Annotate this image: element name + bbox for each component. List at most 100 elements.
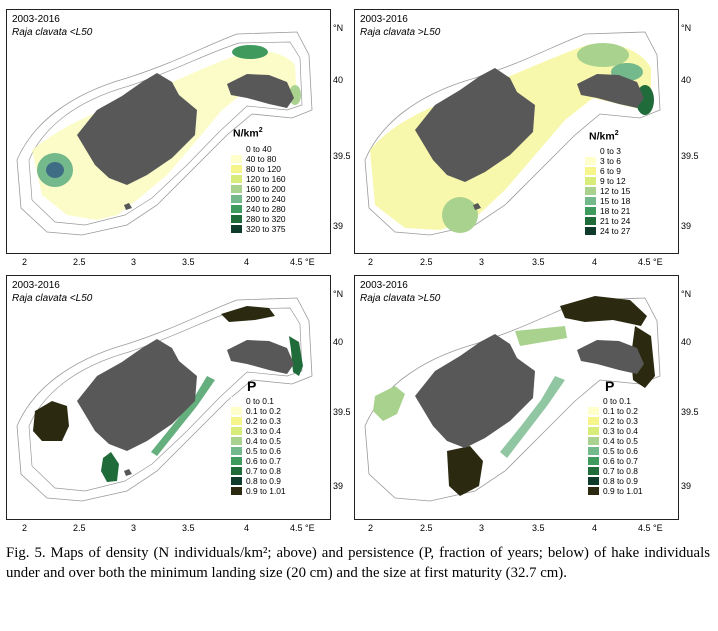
depth-contour-mid bbox=[28, 41, 303, 226]
x-tick-label: 4.5 °E bbox=[638, 257, 663, 267]
species-label: Raja clavata <L50 bbox=[12, 27, 93, 38]
legend: 0 to 0.1 0.1 to 0.2 0.2 to 0.3 0.3 to 0.… bbox=[588, 396, 643, 496]
legend-item: 0.6 to 0.7 bbox=[588, 456, 643, 466]
legend-item: 0.2 to 0.3 bbox=[588, 416, 643, 426]
legend-swatch bbox=[231, 145, 242, 153]
legend-swatch bbox=[231, 215, 242, 223]
legend-swatch bbox=[588, 467, 599, 475]
land-cabrera bbox=[473, 203, 481, 210]
legend-item: 0 to 3 bbox=[585, 146, 630, 156]
map-graphic bbox=[16, 297, 313, 502]
legend-swatch bbox=[588, 447, 599, 455]
legend-item: 15 to 18 bbox=[585, 196, 630, 206]
x-tick-label: 3.5 bbox=[182, 523, 195, 533]
legend-item: 18 to 21 bbox=[585, 206, 630, 216]
land-mallorca bbox=[77, 73, 197, 185]
legend-item: 0.4 to 0.5 bbox=[588, 436, 643, 446]
land-mallorca bbox=[77, 339, 197, 451]
legend-swatch bbox=[231, 225, 242, 233]
legend-swatch bbox=[231, 437, 242, 445]
land-mallorca bbox=[415, 68, 535, 182]
legend-swatch bbox=[588, 477, 599, 485]
x-tick-label: 2.5 bbox=[420, 257, 433, 267]
legend-swatch bbox=[231, 427, 242, 435]
species-label: Raja clavata <L50 bbox=[12, 293, 93, 304]
legend-swatch bbox=[231, 155, 242, 163]
legend-swatch bbox=[231, 467, 242, 475]
legend-swatch bbox=[231, 407, 242, 415]
legend-swatch bbox=[231, 185, 242, 193]
density-patch-southwest bbox=[442, 197, 478, 233]
legend-swatch bbox=[585, 227, 596, 235]
land-menorca bbox=[227, 74, 294, 108]
x-tick-label: 2 bbox=[22, 523, 28, 533]
legend: 0 to 3 3 to 6 6 to 9 9 to 12 12 to 15 15… bbox=[585, 146, 630, 236]
y-tick-label: °N bbox=[333, 23, 344, 33]
legend-item: 3 to 6 bbox=[585, 156, 630, 166]
y-tick-label: °N bbox=[681, 23, 692, 33]
legend-item: 120 to 160 bbox=[231, 174, 286, 184]
persistence-patch-south bbox=[101, 452, 119, 482]
persistence-patch-west bbox=[373, 386, 405, 421]
x-tick-label: 4.5 °E bbox=[290, 257, 315, 267]
land-mallorca bbox=[415, 334, 535, 448]
x-tick-label: 3.5 bbox=[532, 257, 545, 267]
legend-swatch bbox=[585, 167, 596, 175]
legend: 0 to 0.1 0.1 to 0.2 0.2 to 0.3 0.3 to 0.… bbox=[231, 396, 286, 496]
depth-contour-outer bbox=[16, 297, 313, 502]
y-tick-label: 39 bbox=[681, 481, 692, 491]
legend-swatch bbox=[231, 205, 242, 213]
period-label: 2003-2016 bbox=[360, 280, 408, 291]
legend-swatch bbox=[585, 197, 596, 205]
legend-item: 0.1 to 0.2 bbox=[231, 406, 286, 416]
legend-swatch bbox=[585, 207, 596, 215]
x-tick-label: 2 bbox=[368, 523, 374, 533]
y-tick-label: 39 bbox=[681, 221, 692, 231]
legend-item: 320 to 375 bbox=[231, 224, 286, 234]
persistence-patch-north bbox=[221, 306, 275, 322]
x-tick-label: 4 bbox=[244, 523, 250, 533]
y-tick-label: 40 bbox=[681, 75, 692, 85]
period-label: 2003-2016 bbox=[12, 14, 60, 25]
y-tick-label: 39.5 bbox=[333, 151, 351, 161]
map-graphic bbox=[16, 31, 313, 236]
land-cabrera bbox=[124, 469, 132, 476]
map-panel-persistence-large: 2003-2016 Raja clavata >L50 P 0 to 0.1 0… bbox=[354, 275, 709, 537]
legend-swatch bbox=[588, 397, 599, 405]
y-tick-label: 39.5 bbox=[681, 151, 699, 161]
legend-item: 0.8 to 0.9 bbox=[231, 476, 286, 486]
map-graphic bbox=[364, 31, 661, 236]
legend-swatch bbox=[585, 157, 596, 165]
figure-caption: Fig. 5. Maps of density (N individuals/k… bbox=[6, 545, 710, 581]
legend-item: 280 to 320 bbox=[231, 214, 286, 224]
legend-item: 0.5 to 0.6 bbox=[231, 446, 286, 456]
legend-swatch bbox=[588, 487, 599, 495]
legend-item: 0.3 to 0.4 bbox=[588, 426, 643, 436]
x-tick-label: 3 bbox=[479, 257, 485, 267]
legend-swatch bbox=[585, 147, 596, 155]
legend: 0 to 40 40 to 80 80 to 120 120 to 160 16… bbox=[231, 144, 286, 234]
x-tick-label: 3.5 bbox=[182, 257, 195, 267]
persistence-patch-west bbox=[33, 401, 69, 441]
map-panel-persistence-small: 2003-2016 Raja clavata <L50 P 0 to 0.1 0… bbox=[6, 275, 361, 537]
persistence-strip-channel bbox=[151, 376, 215, 456]
species-label: Raja clavata >L50 bbox=[360, 27, 441, 38]
legend-item: 6 to 9 bbox=[585, 166, 630, 176]
legend-item: 0 to 0.1 bbox=[588, 396, 643, 406]
legend-item: 24 to 27 bbox=[585, 226, 630, 236]
legend-item: 0 to 40 bbox=[231, 144, 286, 154]
y-tick-label: 40 bbox=[333, 75, 344, 85]
map-panel-density-large: 2003-2016 Raja clavata >L50 N/km2 0 to 3… bbox=[354, 9, 709, 271]
x-tick-label: 2 bbox=[368, 257, 374, 267]
legend-item: 0.9 to 1.01 bbox=[588, 486, 643, 496]
map-frame: 2003-2016 Raja clavata >L50 P 0 to 0.1 0… bbox=[354, 275, 679, 520]
legend-item: 240 to 280 bbox=[231, 204, 286, 214]
legend-swatch bbox=[231, 397, 242, 405]
legend-title: N/km2 bbox=[589, 130, 619, 143]
legend-item: 0.3 to 0.4 bbox=[231, 426, 286, 436]
legend-swatch bbox=[585, 187, 596, 195]
persistence-strip-channel bbox=[500, 376, 565, 458]
legend-swatch bbox=[231, 487, 242, 495]
map-frame: 2003-2016 Raja clavata <L50 N/km2 0 to 4… bbox=[6, 9, 331, 254]
x-tick-label: 4 bbox=[592, 257, 598, 267]
